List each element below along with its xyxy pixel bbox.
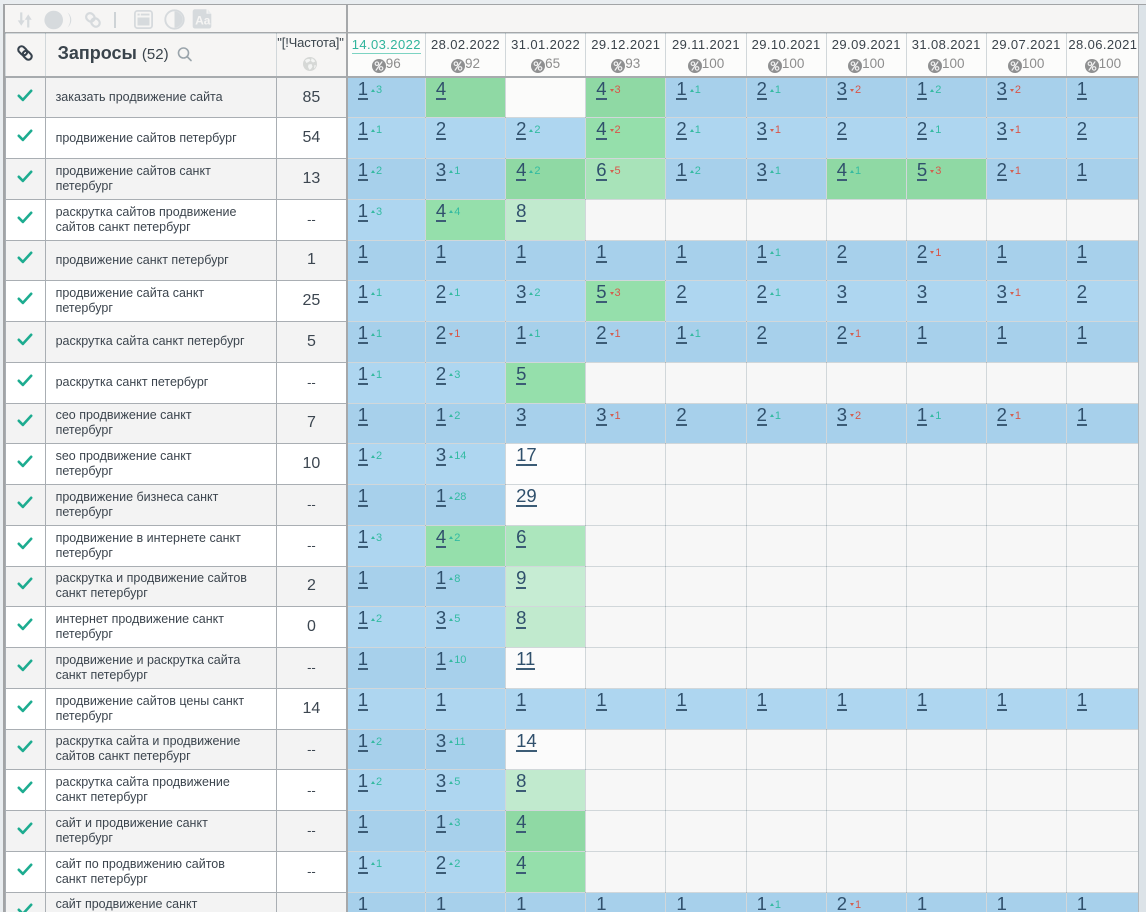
svg-text:Aa: Aa [195,14,211,28]
